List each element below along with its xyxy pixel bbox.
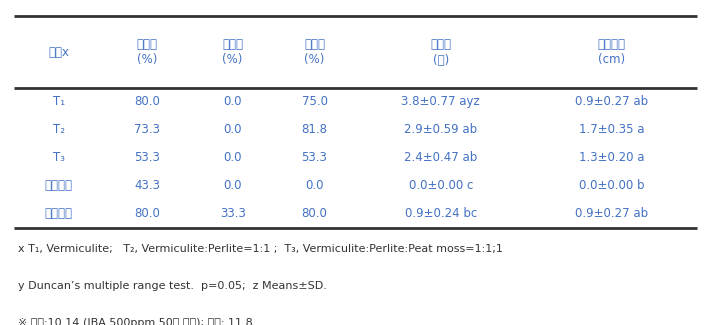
Text: 80.0: 80.0 — [134, 95, 160, 108]
Text: 생존율
(%): 생존율 (%) — [137, 37, 158, 67]
Text: 80.0: 80.0 — [301, 207, 328, 220]
Text: 2.9±0.59 ab: 2.9±0.59 ab — [405, 123, 477, 136]
Text: y Duncan’s multiple range test.  p=0.05;  z Means±SD.: y Duncan’s multiple range test. p=0.05; … — [18, 281, 326, 291]
Text: 33.3: 33.3 — [220, 207, 245, 220]
Text: 0.0: 0.0 — [223, 123, 242, 136]
Text: 73.3: 73.3 — [134, 123, 160, 136]
Text: 피트모스: 피트모스 — [45, 179, 73, 192]
Text: 3.8±0.77 ayz: 3.8±0.77 ayz — [402, 95, 480, 108]
Text: 오염율
(%): 오염율 (%) — [222, 37, 243, 67]
Text: 0.0: 0.0 — [305, 179, 324, 192]
Text: 2.4±0.47 ab: 2.4±0.47 ab — [404, 151, 478, 164]
Text: 0.0±0.00 c: 0.0±0.00 c — [409, 179, 473, 192]
Text: 0.9±0.24 bc: 0.9±0.24 bc — [405, 207, 477, 220]
Text: 80.0: 80.0 — [134, 207, 160, 220]
Text: x T₁, Vermiculite;   T₂, Vermiculite:Perlite=1:1 ;  T₃, Vermiculite:Perlite:Peat: x T₁, Vermiculite; T₂, Vermiculite:Perli… — [18, 244, 503, 254]
Text: 53.3: 53.3 — [134, 151, 160, 164]
Text: T₂: T₂ — [53, 123, 65, 136]
Text: 0.0: 0.0 — [223, 151, 242, 164]
Text: 0.0: 0.0 — [223, 179, 242, 192]
Text: 1.7±0.35 a: 1.7±0.35 a — [579, 123, 644, 136]
Text: 1.3±0.20 a: 1.3±0.20 a — [579, 151, 644, 164]
Text: 81.8: 81.8 — [301, 123, 328, 136]
Text: ※ 처리:10.14.(IBA 500ppm 50분 침지); 조사: 11.8.: ※ 처리:10.14.(IBA 500ppm 50분 침지); 조사: 11.8… — [18, 318, 256, 325]
Text: 발근율
(%): 발근율 (%) — [304, 37, 325, 67]
Text: 원예상토: 원예상토 — [45, 207, 73, 220]
Text: T₃: T₃ — [53, 151, 65, 164]
Text: 0.0±0.00 b: 0.0±0.00 b — [579, 179, 644, 192]
Text: 0.9±0.27 ab: 0.9±0.27 ab — [575, 95, 648, 108]
Text: 53.3: 53.3 — [301, 151, 328, 164]
Text: 0.0: 0.0 — [223, 95, 242, 108]
Text: 뿌리길이
(cm): 뿌리길이 (cm) — [597, 37, 626, 67]
Text: 75.0: 75.0 — [301, 95, 328, 108]
Text: 43.3: 43.3 — [134, 179, 160, 192]
Text: 뿌리수
(개): 뿌리수 (개) — [430, 37, 451, 67]
Text: 0.9±0.27 ab: 0.9±0.27 ab — [575, 207, 648, 220]
Text: T₁: T₁ — [53, 95, 65, 108]
Text: 용토x: 용토x — [48, 46, 69, 58]
